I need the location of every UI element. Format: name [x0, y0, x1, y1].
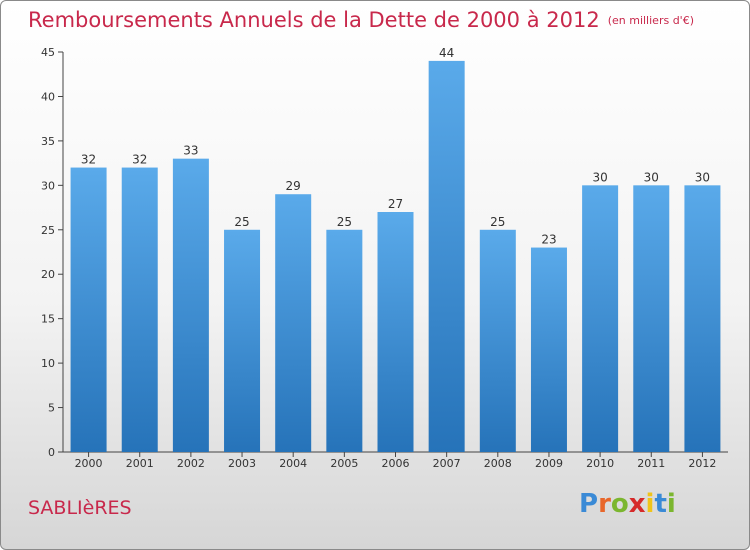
logo-letter: r: [598, 489, 611, 519]
x-tick-label-2001: 2001: [126, 457, 154, 470]
y-tick-label: 45: [41, 46, 55, 59]
x-tick-label-2008: 2008: [484, 457, 512, 470]
y-tick-label: 5: [48, 402, 55, 415]
y-tick-label: 35: [41, 135, 55, 148]
bar-2007: [428, 60, 465, 453]
x-tick-label-2003: 2003: [228, 457, 256, 470]
logo-letter: i: [666, 489, 676, 519]
city-name: SABLIèRES: [28, 497, 132, 519]
logo-letter: i: [645, 489, 655, 519]
data-label-2008: 25: [490, 215, 505, 229]
data-label-2003: 25: [234, 215, 249, 229]
bar-2011: [633, 185, 670, 453]
bar-2010: [582, 185, 619, 453]
logo-letter: o: [610, 489, 629, 519]
x-tick-label-2006: 2006: [382, 457, 410, 470]
bar-2004: [275, 194, 312, 452]
data-label-2006: 27: [388, 197, 403, 211]
data-label-2001: 32: [132, 153, 147, 167]
y-tick-label: 20: [41, 268, 55, 281]
x-tick-label-2000: 2000: [75, 457, 103, 470]
x-tick-label-2012: 2012: [688, 457, 716, 470]
x-tick-label-2007: 2007: [433, 457, 461, 470]
data-label-2002: 33: [183, 144, 198, 158]
x-tick-label-2005: 2005: [330, 457, 358, 470]
y-tick-label: 40: [41, 90, 55, 103]
logo-letter: t: [654, 489, 667, 519]
y-tick-label: 0: [48, 446, 55, 459]
data-label-2004: 29: [286, 179, 301, 193]
y-ticks: 0 5 10 15 20 25 30 35 40 45: [41, 46, 63, 459]
x-tick-label-2009: 2009: [535, 457, 563, 470]
bar-2002: [172, 158, 209, 452]
y-tick-label: 10: [41, 357, 55, 370]
data-label-2000: 32: [81, 153, 96, 167]
bar-2003: [224, 229, 261, 452]
logo-letter: x: [628, 489, 646, 519]
data-label-2009: 23: [541, 233, 556, 247]
bar-2006: [377, 212, 414, 452]
bar-2005: [326, 229, 363, 452]
bar-2009: [530, 247, 567, 452]
chart-title: Remboursements Annuels de la Dette de 20…: [28, 8, 694, 32]
data-label-2010: 30: [592, 170, 607, 184]
x-tick-label-2004: 2004: [279, 457, 307, 470]
data-label-2007: 44: [439, 46, 454, 60]
bar-2012: [684, 185, 721, 453]
data-label-2011: 30: [644, 170, 659, 184]
logo-letter: P: [579, 489, 599, 519]
bar-2001: [121, 167, 158, 453]
y-tick-label: 15: [41, 313, 55, 326]
data-label-2005: 25: [337, 215, 352, 229]
chart-title-text: Remboursements Annuels de la Dette de 20…: [28, 8, 600, 32]
y-tick-label: 30: [41, 179, 55, 192]
x-tick-label-2002: 2002: [177, 457, 205, 470]
bar-2008: [479, 229, 516, 452]
bars: 32 32 33 25 29 25 27 44 25 23 30 30 30: [70, 46, 721, 453]
y-tick-label: 25: [41, 224, 55, 237]
x-tick-label-2011: 2011: [637, 457, 665, 470]
x-tick-label-2010: 2010: [586, 457, 614, 470]
bar-2000: [70, 167, 107, 453]
data-label-2012: 30: [695, 170, 710, 184]
x-ticks: 2000 2001 2002 2003 2004 2005 2006 2007 2008 2009…: [75, 452, 716, 470]
proxiti-logo: Proxiti: [579, 489, 676, 519]
chart-unit: (en milliers d'€): [607, 14, 694, 27]
